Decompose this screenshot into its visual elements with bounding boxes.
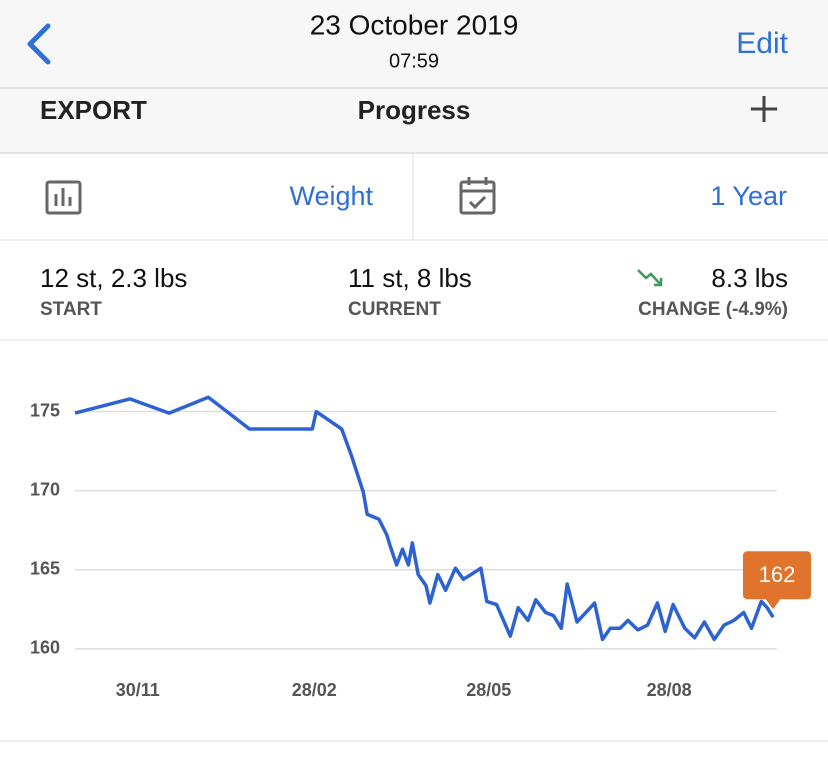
data-line: [74, 395, 775, 642]
trend-icon: [637, 269, 663, 287]
header-bg: [0, 0, 828, 153]
chart-icon: [45, 180, 82, 215]
stat-label: CHANGE (-4.9%): [638, 299, 788, 320]
stat-label: CURRENT: [348, 299, 441, 320]
export-button[interactable]: EXPORT: [40, 95, 147, 125]
edit-button[interactable]: Edit: [736, 27, 788, 60]
metric-selector[interactable]: Weight: [289, 181, 373, 211]
x-tick-label: 28/08: [647, 680, 692, 700]
value-tag-pointer: [765, 598, 782, 610]
stat-value: 8.3 lbs: [711, 263, 788, 293]
y-tick-label: 170: [30, 479, 60, 499]
y-tick-label: 165: [30, 559, 60, 579]
stat-value: 11 st, 8 lbs: [348, 263, 472, 293]
value-label: 162: [759, 562, 796, 587]
calendar-icon: [459, 177, 496, 215]
y-tick-label: 160: [30, 638, 60, 658]
stat-value: 12 st, 2.3 lbs: [40, 263, 187, 293]
x-tick-label: 28/02: [292, 680, 337, 700]
time: 07:59: [389, 50, 439, 72]
x-tick-label: 30/11: [116, 680, 160, 700]
back-button[interactable]: [27, 23, 51, 65]
add-button[interactable]: [751, 96, 777, 122]
y-tick-label: 175: [30, 400, 60, 420]
plot: 160 165 170 175 30/11 28/02 28/05 28/08 162: [30, 395, 811, 700]
date: 23 October 2019: [310, 9, 519, 40]
value-tag: [743, 551, 811, 600]
period-selector[interactable]: 1 Year: [710, 181, 787, 211]
toolbar-title: Progress: [358, 95, 471, 125]
x-tick-label: 28/05: [466, 680, 511, 700]
stat-label: START: [40, 299, 102, 320]
